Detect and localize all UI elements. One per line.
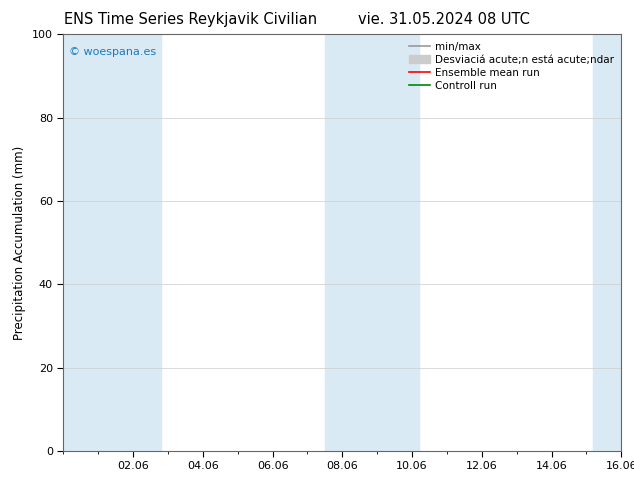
Text: ENS Time Series Reykjavik Civilian: ENS Time Series Reykjavik Civilian xyxy=(63,12,317,27)
Text: vie. 31.05.2024 08 UTC: vie. 31.05.2024 08 UTC xyxy=(358,12,530,27)
Legend: min/max, Desviaciá acute;n está acute;ndar, Ensemble mean run, Controll run: min/max, Desviaciá acute;n está acute;nd… xyxy=(405,37,618,95)
Bar xyxy=(325,34,419,451)
Bar xyxy=(63,34,161,451)
Bar xyxy=(593,34,621,451)
Y-axis label: Precipitation Accumulation (mm): Precipitation Accumulation (mm) xyxy=(13,146,27,340)
Text: © woespana.es: © woespana.es xyxy=(69,47,156,57)
